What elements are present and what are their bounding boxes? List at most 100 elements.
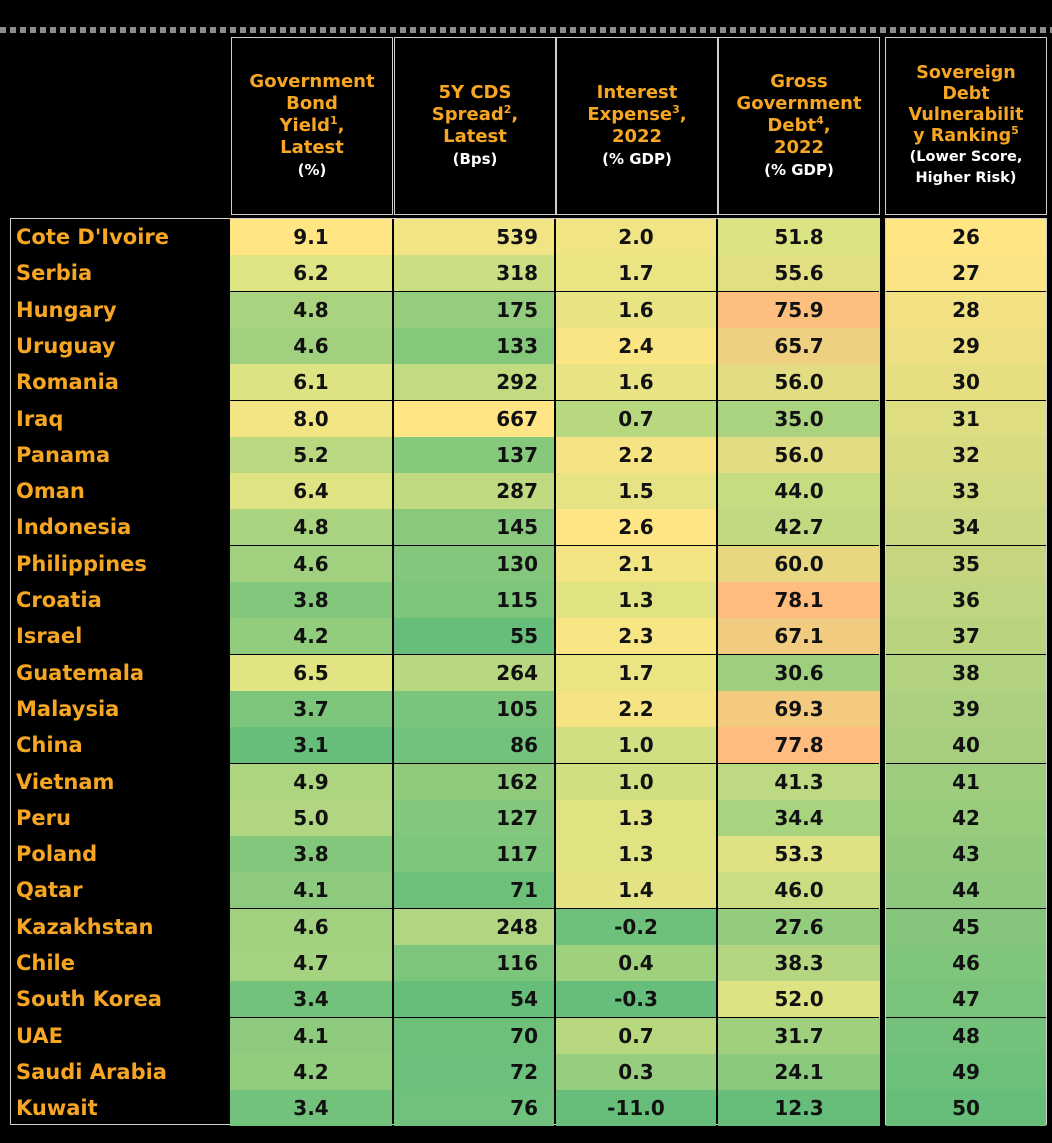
table-cell-col4: 78.1 [718, 582, 880, 618]
table-cell-col3: 0.7 [556, 1017, 716, 1054]
table-cell-col2: 127 [394, 799, 554, 836]
country-label: Malaysia [16, 696, 120, 721]
header-line: Debt4, [767, 114, 831, 136]
table-cell-col2: 55 [394, 618, 554, 655]
table-cell-col5: 35 [886, 545, 1046, 582]
table-cell-col3: -0.3 [556, 981, 716, 1018]
footnote-marker: 5 [1011, 124, 1019, 138]
header-line: Gross [770, 71, 828, 92]
table-cell-col3: 1.7 [556, 654, 716, 691]
table-cell-col5: 48 [886, 1017, 1046, 1054]
country-label: UAE [16, 1023, 64, 1048]
table-cell-col3: 1.3 [556, 582, 716, 618]
table-cell-col5: 30 [886, 364, 1046, 401]
table-cell-col1: 3.4 [230, 1090, 392, 1127]
table-cell-col4: 51.8 [718, 219, 880, 255]
header-unit: (% GDP) [602, 150, 672, 168]
header-unit: (% GDP) [764, 161, 834, 179]
table-cell-col3: 0.7 [556, 400, 716, 437]
header-line: Yield1, [279, 114, 345, 136]
table-cell-col3: 1.3 [556, 836, 716, 873]
column-header-3: Interest Expense3, 2022 (% GDP) [556, 37, 718, 215]
header-line: Expense3, [587, 103, 687, 125]
table-cell-col4: 52.0 [718, 981, 880, 1018]
table-cell-col4: 38.3 [718, 945, 880, 981]
table-cell-col1: 5.0 [230, 799, 392, 836]
table-cell-col1: 3.4 [230, 981, 392, 1018]
country-label: Iraq [16, 406, 64, 431]
country-label: Saudi Arabia [16, 1059, 167, 1084]
table-cell-col3: -11.0 [556, 1090, 716, 1127]
country-label: Uruguay [16, 333, 116, 358]
header-line: Government [736, 93, 862, 114]
table-cell-col2: 72 [394, 1053, 554, 1090]
table-cell-col4: 34.4 [718, 799, 880, 836]
header-line: Interest [596, 82, 678, 103]
column-header-2: 5Y CDS Spread2, Latest (Bps) [394, 37, 556, 215]
table-cell-col4: 65.7 [718, 327, 880, 364]
country-label: China [16, 733, 83, 758]
table-cell-col2: 667 [394, 400, 554, 437]
table-cell-col3: 0.4 [556, 945, 716, 981]
country-label: Israel [16, 624, 83, 649]
country-label: Qatar [16, 878, 83, 903]
table-cell-col4: 69.3 [718, 690, 880, 727]
country-label: Panama [16, 442, 111, 467]
table-cell-col5: 37 [886, 618, 1046, 655]
country-label: Peru [16, 805, 71, 830]
table-cell-col4: 30.6 [718, 654, 880, 691]
table-cell-col2: 145 [394, 509, 554, 546]
table-cell-col5: 39 [886, 690, 1046, 727]
table-cell-col4: 55.6 [718, 255, 880, 292]
table-cell-col1: 6.4 [230, 473, 392, 510]
table-cell-col2: 162 [394, 763, 554, 800]
table-cell-col2: 105 [394, 690, 554, 727]
table-cell-col1: 6.2 [230, 255, 392, 292]
table-cell-col3: 1.0 [556, 763, 716, 800]
country-label: South Korea [16, 987, 162, 1012]
header-line: Spread2, [431, 103, 519, 125]
table-cell-col1: 4.1 [230, 872, 392, 909]
country-label: Philippines [16, 551, 147, 576]
table-cell-col2: 133 [394, 327, 554, 364]
header-line: Bond [286, 93, 338, 114]
table-cell-col3: 1.6 [556, 291, 716, 328]
table-cell-col5: 43 [886, 836, 1046, 873]
column-header-4: Gross Government Debt4, 2022 (% GDP) [718, 37, 880, 215]
country-label: Serbia [16, 261, 93, 286]
header-line: 5Y CDS [438, 82, 512, 103]
table-cell-col2: 264 [394, 654, 554, 691]
table-cell-col2: 86 [394, 727, 554, 764]
header-line: Vulnerabilit [908, 105, 1024, 125]
table-cell-col1: 3.8 [230, 582, 392, 618]
header-line: 2022 [611, 126, 663, 147]
table-cell-col4: 41.3 [718, 763, 880, 800]
header-unit: (Lower Score, [909, 149, 1023, 165]
table-cell-col2: 248 [394, 908, 554, 945]
table-cell-col5: 47 [886, 981, 1046, 1018]
table-cell-col2: 287 [394, 473, 554, 510]
table-cell-col1: 4.8 [230, 291, 392, 328]
table-cell-col2: 117 [394, 836, 554, 873]
table-cell-col2: 76 [394, 1090, 554, 1127]
table-cell-col5: 34 [886, 509, 1046, 546]
table-cell-col5: 41 [886, 763, 1046, 800]
table-cell-col5: 50 [886, 1090, 1046, 1127]
header-line: Government [249, 71, 375, 92]
footnote-marker: 1 [329, 114, 338, 127]
country-label: Guatemala [16, 660, 145, 685]
table-cell-col2: 54 [394, 981, 554, 1018]
table-cell-col4: 42.7 [718, 509, 880, 546]
table-cell-col2: 130 [394, 545, 554, 582]
country-label: Hungary [16, 297, 117, 322]
table-cell-col1: 4.7 [230, 945, 392, 981]
table-cell-col4: 31.7 [718, 1017, 880, 1054]
table-cell-col2: 70 [394, 1017, 554, 1054]
table-cell-col3: 2.2 [556, 436, 716, 473]
table-cell-col1: 6.1 [230, 364, 392, 401]
header-unit: (Bps) [452, 150, 498, 168]
table-cell-col5: 49 [886, 1053, 1046, 1090]
table-cell-col3: 0.3 [556, 1053, 716, 1090]
table-cell-col1: 6.5 [230, 654, 392, 691]
table-cell-col4: 24.1 [718, 1053, 880, 1090]
